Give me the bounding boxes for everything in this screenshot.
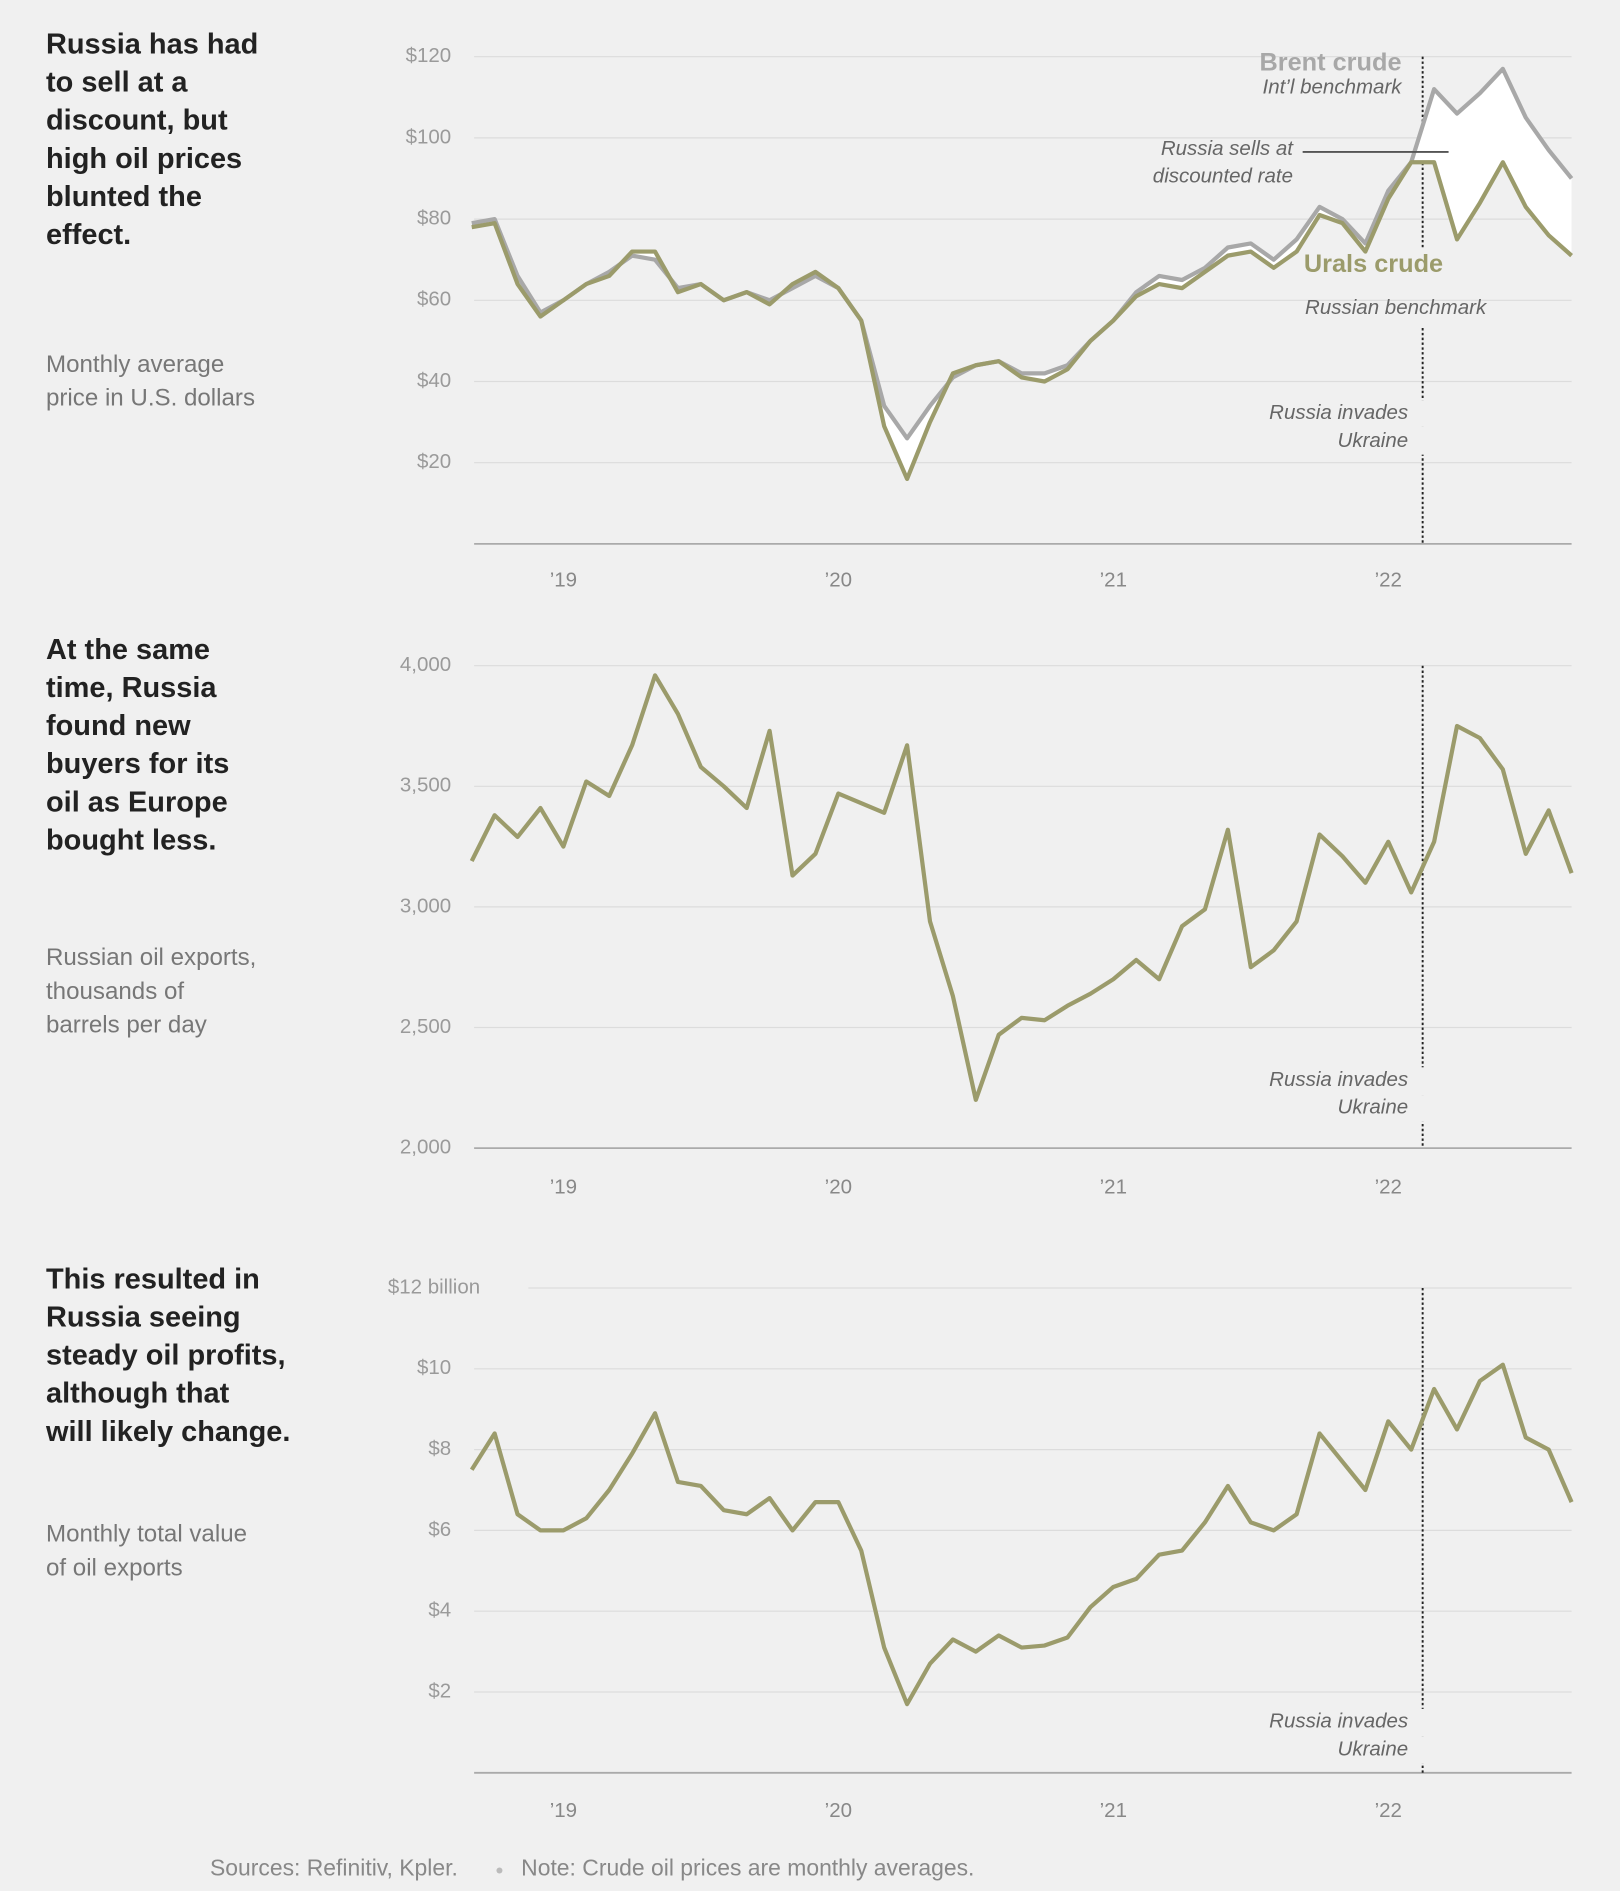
y-tick-label: 3,000	[400, 894, 451, 917]
chart-title: buyers for its	[46, 748, 229, 780]
chart-subtitle: Monthly total value	[46, 1521, 247, 1548]
y-tick-label: $60	[417, 288, 451, 311]
event-label: Russia invades	[1269, 1710, 1408, 1733]
y-tick-label: $6	[428, 1518, 451, 1541]
y-tick-label: $2	[428, 1679, 451, 1702]
x-tick-label: ’19	[550, 569, 577, 592]
y-tick-label: $8	[428, 1437, 451, 1460]
chart-title: effect.	[46, 219, 131, 251]
chart-subtitle: Monthly average	[46, 351, 224, 378]
x-tick-label: ’20	[825, 1175, 852, 1198]
series-note: Russian benchmark	[1305, 296, 1488, 319]
y-tick-label: $12 billion	[388, 1275, 480, 1298]
y-tick-label: 4,000	[400, 653, 451, 676]
event-label: Russia invades	[1269, 401, 1408, 424]
y-tick-label: $100	[406, 125, 452, 148]
x-tick-label: ’20	[825, 1799, 852, 1822]
chart-title: found new	[46, 710, 191, 742]
event-label: Ukraine	[1338, 1737, 1409, 1760]
y-tick-label: 2,000	[400, 1136, 451, 1159]
annotation: Russia sells at	[1161, 137, 1294, 160]
chart-subtitle: barrels per day	[46, 1012, 207, 1039]
series-line	[469, 673, 1574, 1102]
event-label: Ukraine	[1338, 429, 1409, 452]
chart-subtitle: price in U.S. dollars	[46, 385, 255, 412]
x-tick-label: ’20	[825, 569, 852, 592]
series-label: Brent crude	[1259, 49, 1401, 77]
y-tick-label: 3,500	[400, 774, 451, 797]
note: Note: Crude oil prices are monthly avera…	[521, 1854, 974, 1880]
series-line	[471, 160, 1573, 482]
x-tick-label: ’19	[550, 1175, 577, 1198]
event-label-bg	[1419, 1708, 1427, 1736]
event-label-bg	[1419, 1736, 1427, 1764]
chart-title: Russia seeing	[46, 1302, 241, 1334]
chart-title: bought less.	[46, 824, 216, 856]
series-line	[471, 66, 1574, 441]
x-tick-label: ’22	[1375, 569, 1402, 592]
series-line	[469, 1362, 1574, 1707]
event-label-bg	[1419, 1067, 1427, 1094]
event-label-bg	[1419, 1095, 1427, 1122]
chart-title: At the same	[46, 634, 210, 666]
chart-title: Russia has had	[46, 28, 258, 60]
chart-title: This resulted in	[46, 1263, 260, 1295]
x-tick-label: ’22	[1375, 1175, 1402, 1198]
chart-title: will likely change.	[45, 1416, 290, 1448]
y-tick-label: $10	[417, 1356, 451, 1379]
series-label: Urals crude	[1304, 250, 1443, 278]
x-tick-label: ’21	[1100, 1175, 1127, 1198]
series-note: Int’l benchmark	[1263, 75, 1404, 98]
annotation: discounted rate	[1153, 165, 1293, 188]
event-label: Ukraine	[1338, 1096, 1409, 1119]
sources: Sources: Refinitiv, Kpler.	[210, 1854, 458, 1880]
chart-subtitle: of oil exports	[46, 1554, 183, 1581]
chart-title: to sell at a	[46, 67, 188, 99]
y-tick-label: $120	[406, 44, 452, 67]
event-label-bg	[1419, 428, 1427, 455]
event-label-bg	[1419, 400, 1427, 427]
chart-subtitle: thousands of	[46, 978, 184, 1005]
chart-title: blunted the	[46, 181, 202, 213]
chart-title: discount, but	[46, 105, 228, 137]
y-tick-label: 2,500	[400, 1015, 451, 1038]
separator	[496, 1867, 503, 1874]
chart-title: high oil prices	[46, 143, 242, 175]
x-tick-label: ’21	[1100, 1799, 1127, 1822]
chart-title: oil as Europe	[46, 786, 228, 818]
chart-title: although that	[46, 1378, 230, 1410]
y-tick-label: $4	[428, 1599, 451, 1622]
chart-title: steady oil profits,	[46, 1340, 286, 1372]
chart-subtitle: Russian oil exports,	[46, 944, 256, 971]
event-label: Russia invades	[1269, 1068, 1408, 1091]
x-tick-label: ’22	[1375, 1799, 1402, 1822]
y-tick-label: $80	[417, 207, 451, 230]
x-tick-label: ’21	[1100, 569, 1127, 592]
y-tick-label: $20	[417, 450, 451, 473]
chart-title: time, Russia	[46, 672, 217, 704]
x-tick-label: ’19	[550, 1799, 577, 1822]
y-tick-label: $40	[417, 369, 451, 392]
